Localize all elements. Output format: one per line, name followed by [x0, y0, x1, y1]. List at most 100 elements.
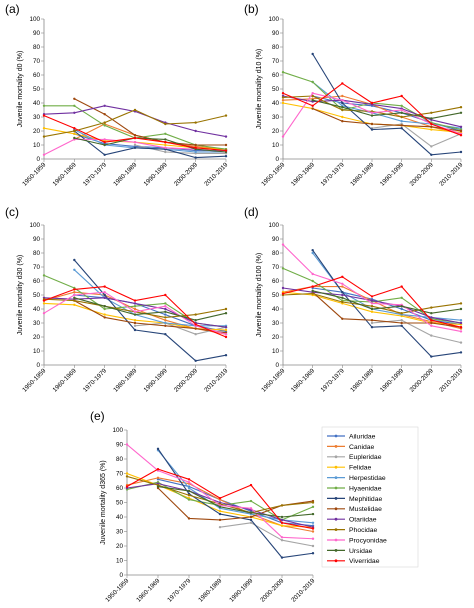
data-point [133, 134, 137, 137]
y-tick-label: 0 [36, 362, 40, 369]
data-point [224, 328, 228, 332]
legend-entry: Otariidae [327, 517, 377, 524]
data-point [400, 104, 403, 108]
data-point [224, 354, 228, 357]
y-tick-label: 80 [116, 456, 124, 463]
series-viverridae [281, 275, 463, 329]
legend-frame [321, 426, 419, 568]
data-point [103, 143, 106, 147]
data-point [133, 146, 137, 149]
data-point [430, 145, 433, 148]
data-point [341, 300, 344, 304]
data-point [218, 518, 222, 522]
data-point [459, 106, 463, 109]
data-point [430, 312, 433, 315]
data-point [311, 249, 314, 252]
data-point [194, 319, 197, 322]
data-point [430, 153, 433, 156]
data-point [73, 258, 76, 262]
data-point [430, 306, 433, 309]
data-point [430, 125, 433, 128]
data-point [103, 113, 106, 116]
data-point [281, 92, 285, 95]
data-point [311, 104, 314, 108]
data-point [370, 122, 374, 126]
data-point [187, 486, 191, 490]
data-point [400, 111, 403, 115]
data-point [311, 527, 315, 530]
data-point [280, 536, 284, 539]
series-eupleridae [218, 521, 315, 548]
data-point [370, 295, 374, 298]
series-mephitidae [156, 447, 315, 559]
data-point [42, 302, 46, 305]
x-tick-label: 1950-1959 [260, 367, 287, 394]
data-point [459, 319, 463, 322]
data-point [400, 94, 403, 98]
x-tick-label: 2010-2019 [203, 367, 230, 394]
data-point [400, 296, 403, 299]
series-line [312, 53, 462, 156]
y-tick-label: 70 [33, 264, 41, 271]
x-tick-label: 1970-1979 [82, 161, 109, 188]
legend-label: Mustelidae [349, 506, 382, 513]
series-ursidae [73, 296, 228, 322]
data-point [280, 556, 284, 559]
series-viverridae [125, 467, 315, 530]
y-tick-label: 20 [33, 128, 41, 135]
data-point [73, 104, 76, 108]
y-tick-label: 50 [272, 292, 280, 299]
data-point [103, 121, 106, 124]
data-point [430, 111, 433, 115]
data-point [311, 292, 314, 295]
data-point [194, 129, 197, 133]
y-axis-title: Juvenile mortality d30 (%) [17, 255, 24, 336]
y-tick-label: 60 [33, 278, 41, 285]
data-point [194, 146, 197, 149]
data-point [164, 321, 167, 325]
y-tick-label: 100 [268, 16, 279, 23]
data-point [341, 115, 344, 119]
chart-panel-1: (b) 0 10 20 30 40 50 60 70 80 90 100 1950-1959 1960-1… [244, 2, 465, 188]
series-ailuridae [156, 478, 315, 527]
data-point [459, 321, 463, 325]
data-point [281, 96, 285, 99]
data-point [370, 319, 374, 322]
data-point [133, 302, 137, 305]
data-point [311, 537, 315, 540]
series-line [371, 123, 462, 147]
legend-label: Canidae [349, 444, 375, 451]
data-point [156, 447, 160, 451]
series-line [312, 249, 462, 358]
data-point [400, 124, 403, 127]
data-point [430, 355, 433, 358]
data-point [281, 101, 285, 105]
data-point [218, 510, 222, 513]
x-tick-label: 1980-1989 [112, 367, 139, 394]
data-point [73, 132, 76, 135]
data-point [224, 135, 228, 138]
y-tick-label: 100 [29, 16, 40, 23]
data-point [400, 115, 403, 119]
data-point [281, 135, 285, 138]
data-point [164, 293, 167, 297]
data-point [133, 305, 137, 308]
y-tick-label: 10 [116, 558, 124, 565]
data-point [459, 129, 463, 133]
data-point [224, 114, 228, 117]
data-point [164, 302, 167, 305]
y-tick-label: 90 [116, 442, 124, 449]
legend-label: Ursidae [349, 548, 373, 555]
series-viverridae [281, 82, 463, 137]
data-point [164, 319, 167, 322]
data-point [164, 333, 167, 336]
legend-label: Hyaenidae [349, 485, 382, 492]
data-point [430, 321, 433, 325]
data-point [280, 504, 284, 507]
data-point [281, 292, 285, 295]
data-point [280, 521, 284, 524]
y-axis-title: Juvenile mortality d365 (%) [100, 460, 107, 544]
x-tick-label: 2000-2009 [173, 161, 200, 188]
data-point [194, 313, 197, 316]
